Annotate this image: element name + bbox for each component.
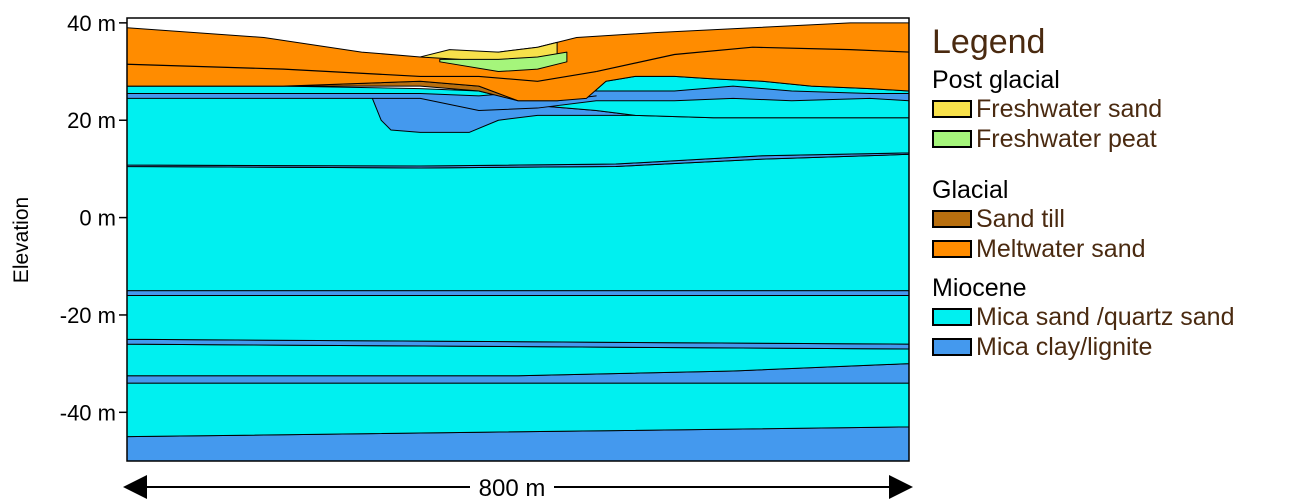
layer-mica-sand-quartz-sand-7: [127, 153, 909, 292]
strata-boundary-lines: [127, 46, 909, 82]
sand-till-swatch: [932, 210, 972, 228]
legend-item-freshwater-sand: Freshwater sand: [932, 94, 1282, 124]
legend-title: Legend: [932, 23, 1046, 61]
legend-item-label: Mica sand /quartz sand: [976, 303, 1235, 331]
boundary-line-1: [596, 46, 909, 73]
legend-item-mica-clay: Mica clay/lignite: [932, 332, 1282, 362]
layer-mica-sand-quartz-sand-5: [127, 294, 909, 345]
y-axis: 40 m 20 m 0 m -20 m -40 m: [60, 11, 127, 425]
geologic-cross-section: 40 m 20 m 0 m -20 m -40 m Elevation 800 m: [10, 11, 913, 501]
mica-clay-swatch: [932, 338, 972, 356]
y-tick-label: 40 m: [67, 11, 116, 36]
legend-item-label: Freshwater peat: [976, 125, 1157, 153]
legend: Legend Post glacial Freshwater sand Fres…: [932, 22, 1282, 372]
y-tick-label: -40 m: [60, 400, 116, 425]
legend-group-title: Miocene: [932, 274, 1027, 302]
layer-freshwater-peat-16: [439, 51, 568, 73]
legend-group-title: Post glacial: [932, 66, 1060, 94]
strata-layers: [127, 22, 909, 461]
legend-item-label: Mica clay/lignite: [976, 333, 1153, 361]
y-tick-label: 20 m: [67, 108, 116, 133]
distance-scale-arrow: 800 m: [123, 475, 913, 501]
mica-sand-swatch: [932, 308, 972, 326]
legend-group-title: Glacial: [932, 176, 1009, 204]
scale-label: 800 m: [479, 475, 546, 501]
meltwater-sand-swatch: [932, 240, 972, 258]
legend-group-post-glacial: Post glacial Freshwater sand Freshwater …: [932, 66, 1282, 154]
legend-item-label: Freshwater sand: [976, 95, 1163, 123]
layer-mica-clay-lignite-6: [127, 290, 909, 296]
y-axis-label: Elevation: [10, 197, 33, 283]
legend-item-label: Sand till: [976, 205, 1065, 233]
plot-frame: [126, 17, 910, 462]
layer-mica-sand-quartz-sand-1: [127, 382, 909, 438]
y-tick-label: 0 m: [79, 206, 116, 231]
freshwater-sand-swatch: [932, 100, 972, 118]
legend-item-freshwater-peat: Freshwater peat: [932, 124, 1282, 154]
layer-mica-sand-quartz-sand-3: [127, 343, 909, 377]
legend-group-miocene: Miocene Mica sand /quartz sand Mica clay…: [932, 274, 1282, 362]
legend-item-label: Meltwater sand: [976, 235, 1146, 263]
legend-item-sand-till: Sand till: [932, 204, 1282, 234]
boundary-line-0: [127, 63, 597, 82]
legend-item-meltwater-sand: Meltwater sand: [932, 234, 1282, 264]
freshwater-peat-swatch: [932, 130, 972, 148]
legend-group-glacial: Glacial Sand till Meltwater sand: [932, 176, 1282, 264]
y-tick-label: -20 m: [60, 303, 116, 328]
legend-item-mica-sand: Mica sand /quartz sand: [932, 302, 1282, 332]
